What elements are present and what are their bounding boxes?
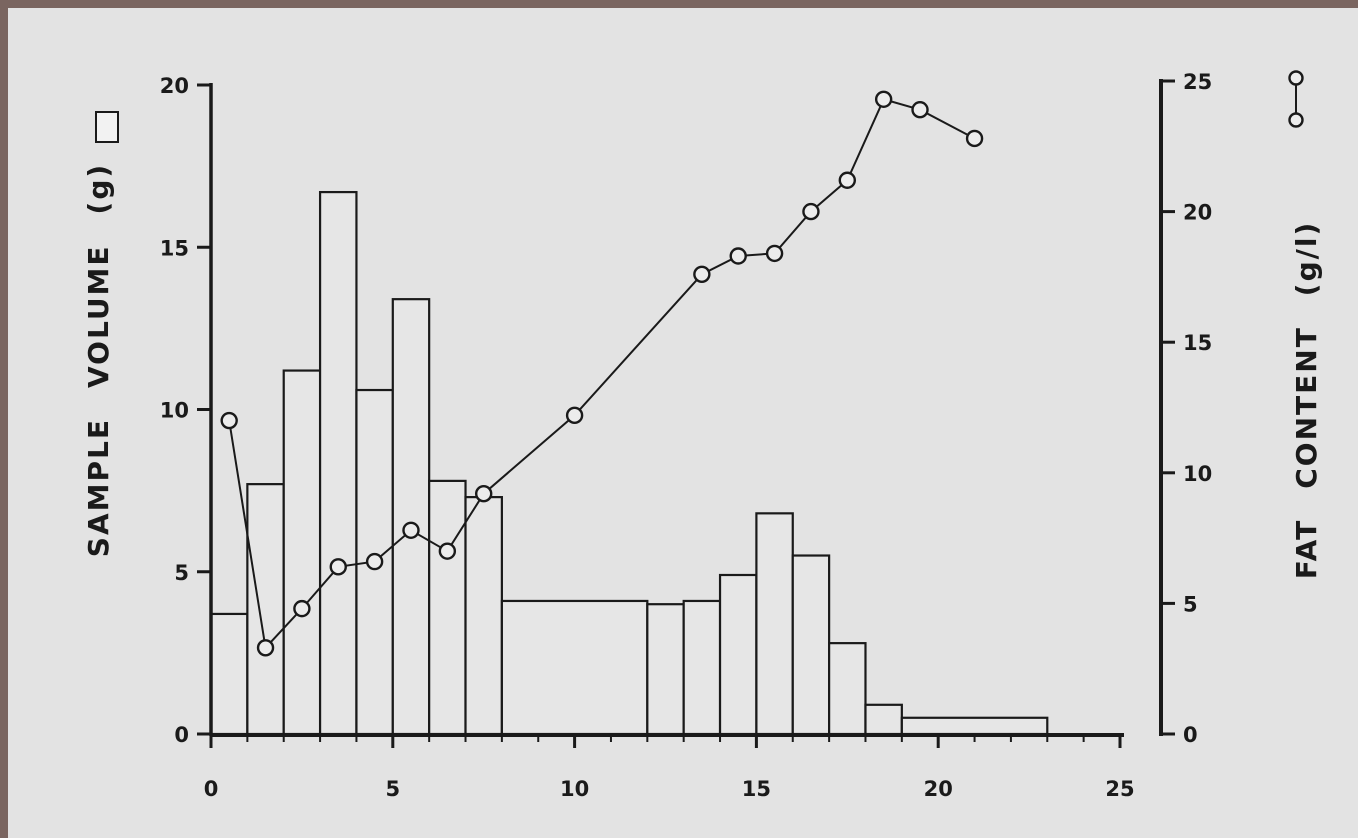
bars-layer — [209, 190, 1049, 736]
histogram-bar — [246, 483, 285, 736]
fat-content-point — [256, 639, 275, 657]
fat-content-point — [729, 247, 747, 265]
x-tick-label: 10 — [560, 777, 589, 801]
fat-content-point — [475, 484, 493, 503]
histogram-bar — [500, 599, 649, 736]
left-y-tick-label: 20 — [160, 74, 189, 98]
right-axis-title-word: (g/l) — [1290, 221, 1323, 296]
fat-content-point — [329, 558, 347, 576]
fat-content-point — [365, 552, 384, 571]
legend-layer — [95, 70, 1304, 143]
right-axis-title: FAT CONTENT (g/l) — [1290, 221, 1323, 580]
fat-content-line-layer — [220, 90, 984, 657]
axes-layer — [197, 79, 1175, 748]
right-y-tick-label: 10 — [1183, 462, 1212, 486]
chart: 0 5 10 15 20 25 0 5 10 15 20 0 5 10 15 20 25 SAMPLE VOLUME… — [82, 70, 1323, 801]
histogram-bar — [318, 190, 358, 736]
left-axis-title-word: SAMPLE — [82, 418, 115, 557]
fat-content-point — [874, 90, 893, 108]
labels-layer: 0 5 10 15 20 25 0 5 10 15 20 0 5 10 15 20 25 SAMPLE VOLUME… — [82, 70, 1323, 801]
fat-content-point — [802, 202, 820, 221]
right-y-tick-label: 25 — [1183, 70, 1212, 94]
fat-content-point — [220, 411, 238, 430]
histogram-bar — [282, 369, 322, 736]
right-y-tick-label: 15 — [1183, 331, 1212, 355]
histogram-bar — [864, 703, 903, 736]
fat-content-point — [911, 101, 929, 119]
histogram-bar — [900, 716, 1049, 736]
right-y-tick-label: 5 — [1183, 592, 1198, 616]
right-y-tick-label: 0 — [1183, 723, 1198, 747]
fat-content-point — [565, 406, 584, 425]
histogram-bar — [791, 554, 831, 736]
fat-content-point — [693, 265, 711, 283]
left-y-tick-label: 5 — [174, 561, 189, 585]
histogram-bar — [646, 603, 685, 736]
line-legend-marker — [1288, 70, 1304, 86]
left-y-tick-label: 10 — [160, 399, 189, 423]
histogram-bar — [755, 512, 794, 736]
fat-content-point — [438, 542, 457, 560]
x-tick-label: 20 — [924, 777, 953, 801]
left-y-tick-label: 0 — [174, 723, 189, 747]
fat-content-point — [965, 129, 984, 148]
histogram-bar — [828, 642, 867, 736]
left-axis-title: SAMPLE VOLUME (g) — [82, 163, 115, 557]
left-axis-title-word: (g) — [82, 163, 115, 215]
histogram-bar — [682, 599, 722, 736]
x-tick-label: 15 — [742, 777, 771, 801]
fat-content-point — [402, 521, 420, 539]
line-legend-marker — [1288, 112, 1304, 128]
x-tick-label: 25 — [1105, 777, 1134, 801]
right-axis-title-word: CONTENT — [1290, 326, 1323, 489]
x-tick-label: 0 — [204, 777, 219, 801]
histogram-bar — [391, 298, 431, 736]
right-y-tick-label: 20 — [1183, 201, 1212, 225]
x-tick-label: 5 — [385, 777, 400, 801]
figure-panel: 0 5 10 15 20 25 0 5 10 15 20 0 5 10 15 20 25 SAMPLE VOLUME… — [8, 8, 1358, 838]
fat-content-point — [838, 171, 856, 189]
fat-content-point — [293, 599, 311, 618]
fat-content-point — [765, 244, 784, 263]
left-y-tick-label: 15 — [160, 236, 189, 260]
histogram-bar — [718, 573, 758, 736]
left-axis-title-word: VOLUME — [82, 244, 115, 388]
bars-legend-swatch — [95, 111, 119, 143]
right-axis-title-word: FAT — [1290, 519, 1323, 580]
histogram-bar — [464, 496, 503, 736]
histogram-bar — [428, 479, 467, 736]
histogram-bar — [209, 612, 249, 736]
